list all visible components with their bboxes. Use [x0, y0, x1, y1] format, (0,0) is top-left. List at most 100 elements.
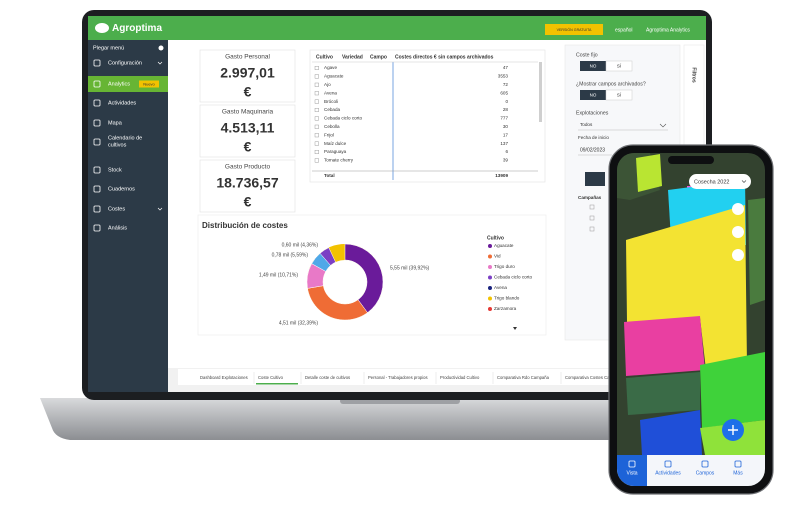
account[interactable]: Agroptima Analytics	[646, 27, 690, 33]
map-field	[626, 372, 700, 415]
row-label: Aguacate	[324, 74, 344, 79]
checkbox[interactable]	[589, 226, 595, 232]
filter-label: Coste fijo	[576, 52, 598, 58]
menu-icon	[93, 80, 101, 88]
kpi-card	[199, 104, 296, 158]
map-tool[interactable]	[732, 203, 744, 215]
kpi-title: Gasto Producto	[225, 164, 271, 171]
kpi-value: 2.997,01	[220, 65, 275, 81]
legend-title: Cultivo	[487, 235, 504, 241]
report-tab[interactable]: Productividad Cultivo	[440, 375, 480, 380]
row-value: 28	[503, 107, 509, 112]
menu-icon	[93, 99, 101, 107]
report-tab[interactable]: Comparativa Rdo Campaña	[497, 375, 550, 380]
tab-underline	[256, 383, 298, 385]
menu-line: cultivos	[108, 143, 127, 149]
season-arrow	[741, 180, 747, 183]
kpi-card	[199, 159, 296, 213]
upgrade-button[interactable]	[545, 24, 603, 35]
date-value[interactable]: 09/02/2023	[580, 147, 605, 153]
language[interactable]: español	[615, 27, 633, 33]
menu-item[interactable]: Configuración	[108, 60, 142, 66]
menu-item[interactable]: Calendario de cultivos	[108, 136, 142, 149]
legend-label: Aguacate	[494, 243, 514, 248]
filter-label: Campañas	[578, 195, 602, 200]
dropdown-value[interactable]: Todos	[580, 122, 593, 127]
map-tool[interactable]	[732, 226, 744, 238]
checkbox[interactable]	[589, 204, 595, 210]
row-value: 0	[505, 99, 508, 104]
map-field	[748, 198, 765, 305]
toggle-yes[interactable]	[605, 60, 633, 72]
row-label: Agave	[324, 65, 337, 70]
expand-icon	[314, 149, 319, 154]
phone-notch	[668, 156, 714, 164]
menu-icon	[93, 59, 101, 67]
legend-swatch	[488, 244, 492, 248]
donut-label: 4,51 mil (32,39%)	[279, 320, 319, 326]
donut-label: 0,78 mil (5,59%)	[272, 252, 309, 258]
row-label: Tomate cherry	[324, 158, 354, 163]
nav-active	[617, 455, 647, 486]
kpi-value: 4.513,11	[221, 120, 275, 136]
date-toggle[interactable]	[585, 172, 605, 186]
report-tab[interactable]: Personal - Trabajadores propios	[368, 375, 428, 380]
filter-label: ¿Mostrar campos archivados?	[576, 81, 646, 87]
nav-icon	[701, 460, 709, 468]
toggle-no-label: NO	[590, 63, 597, 68]
row-value: 777	[500, 116, 508, 121]
legend-swatch	[488, 296, 492, 301]
row-value: 47	[503, 65, 509, 70]
menu-item[interactable]: Cuadernos	[108, 186, 135, 192]
menu-item[interactable]: Stock	[108, 167, 122, 173]
collapse-menu[interactable]: Plegar menú	[93, 45, 124, 51]
toggle-yes[interactable]	[605, 89, 633, 101]
report-tab[interactable]: Comparativa Costes Cam	[565, 375, 613, 380]
column-header: Cultivo	[316, 54, 333, 60]
row-label: Cebada	[324, 107, 341, 112]
table-frame	[309, 49, 546, 183]
expand-icon	[314, 158, 319, 163]
map-field	[626, 205, 747, 370]
filter-label: Explotaciones	[576, 110, 609, 116]
expand-icon	[314, 99, 319, 104]
row-label: Frijol	[324, 132, 334, 137]
row-label: Ajo	[324, 82, 331, 87]
row-label: Cebolla	[324, 124, 340, 129]
sidebar	[88, 40, 168, 392]
nav-label[interactable]: Actividades	[655, 470, 681, 476]
nav-label[interactable]: Campos	[696, 470, 715, 476]
kpi-unit: €	[244, 84, 252, 100]
season-picker[interactable]	[689, 174, 751, 189]
expand-icon	[314, 133, 319, 138]
map-tool[interactable]	[732, 249, 744, 261]
dropdown-arrow	[659, 123, 667, 128]
toggle-no[interactable]	[580, 61, 606, 71]
menu-icon	[93, 138, 101, 146]
column-header: Campo	[370, 54, 387, 60]
season-label: Cosecha 2022	[694, 179, 729, 185]
checkbox[interactable]	[589, 215, 595, 221]
report-tab[interactable]: Dashboard Explotaciones	[200, 375, 248, 380]
nav-label[interactable]: Más	[733, 470, 743, 476]
kpi-title: Gasto Maquinaria	[222, 109, 274, 116]
menu-item[interactable]: Análisis	[108, 225, 127, 231]
expand-icon	[314, 74, 319, 79]
report-tab[interactable]: Detalle coste de cultivos	[305, 375, 350, 380]
report-tab[interactable]: Coste Cultivo	[258, 375, 284, 380]
filter-tab-label: Filtros	[691, 67, 697, 82]
row-value: 39	[503, 158, 509, 163]
donut-label: 1,49 mil (10,71%)	[259, 272, 299, 278]
menu-item[interactable]: Mapa	[108, 120, 123, 126]
add-icon	[728, 425, 738, 435]
menu-icon	[93, 119, 101, 127]
laptop-base	[40, 398, 760, 440]
menu-item[interactable]: Costes	[108, 206, 125, 212]
nav-label[interactable]: Vista	[626, 470, 637, 476]
row-value: 30	[503, 124, 509, 129]
menu-item[interactable]: Analytics	[108, 81, 130, 87]
legend-scroll[interactable]	[513, 327, 517, 330]
expand-icon	[314, 107, 319, 112]
toggle-no[interactable]	[580, 90, 606, 100]
menu-item[interactable]: Actividades	[108, 100, 136, 106]
